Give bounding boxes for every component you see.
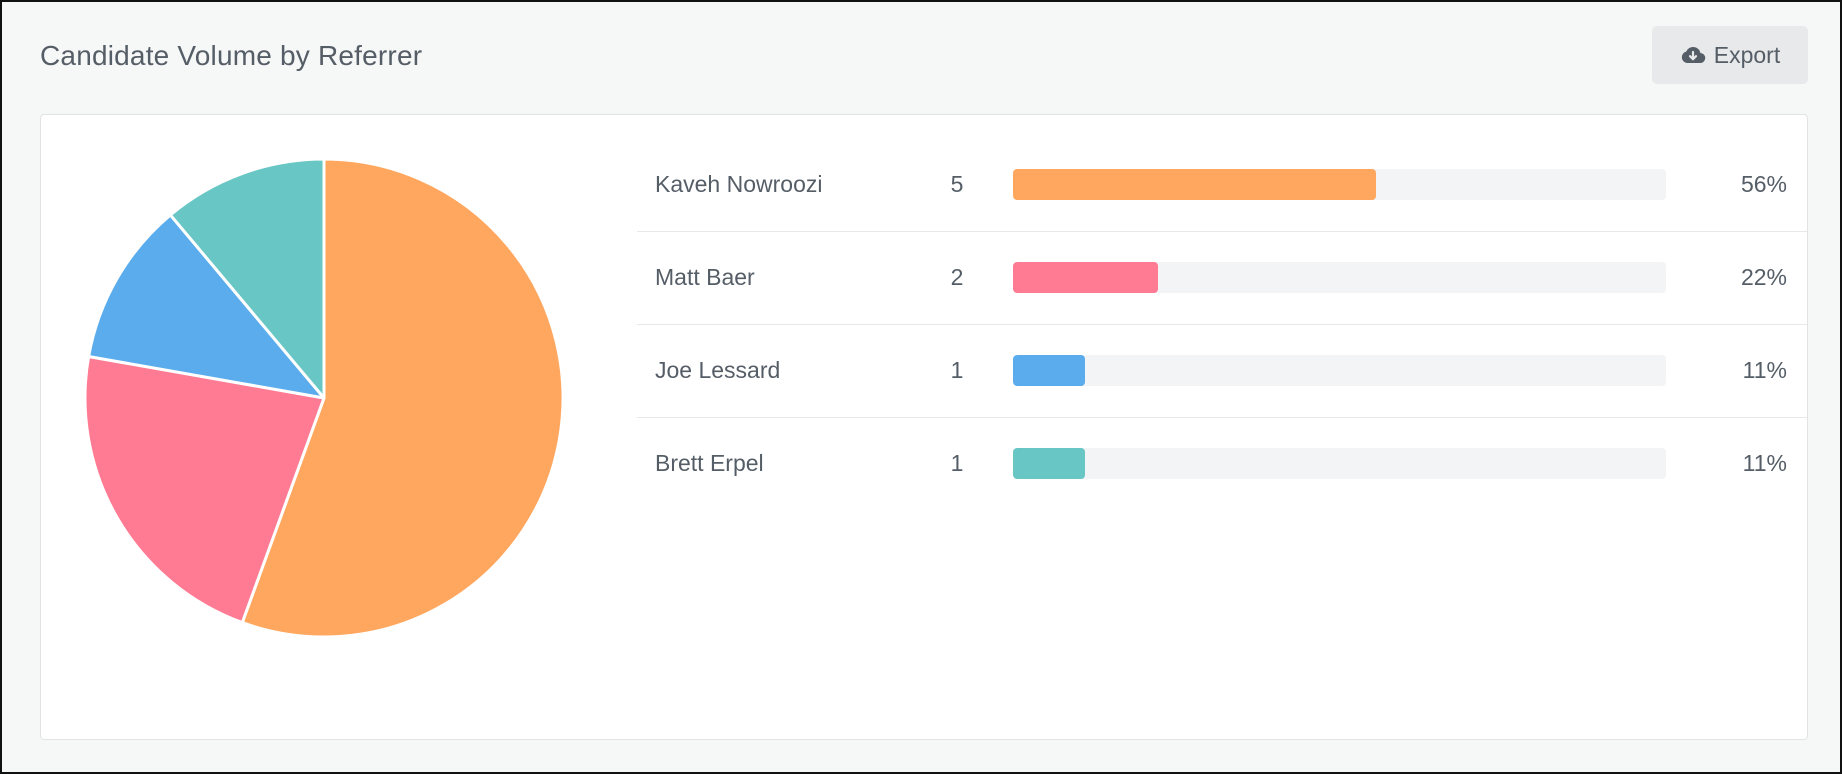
referrer-list: Kaveh Nowroozi 5 56% Matt Baer 2 22% Joe… — [637, 139, 1807, 510]
bar-fill — [1013, 448, 1086, 479]
cloud-download-icon — [1680, 45, 1706, 65]
bar-fill — [1013, 262, 1158, 293]
pie-chart-container — [81, 155, 567, 641]
chart-card: Kaveh Nowroozi 5 56% Matt Baer 2 22% Joe… — [40, 114, 1808, 740]
referrer-name: Kaveh Nowroozi — [655, 171, 823, 197]
referrer-name: Brett Erpel — [655, 450, 764, 476]
bar-track — [1013, 355, 1666, 386]
pie-slice-brett-erpel — [168, 157, 326, 400]
bar-fill — [1013, 355, 1086, 386]
referrer-percent: 56% — [1740, 171, 1787, 197]
pie-slice-joe-lessard — [87, 213, 326, 400]
referrer-row: Kaveh Nowroozi 5 56% — [637, 139, 1807, 232]
bar-track — [1013, 262, 1666, 293]
referrer-name: Joe Lessard — [655, 357, 781, 383]
pie-slice-matt-baer — [83, 354, 326, 625]
widget-title: Candidate Volume by Referrer — [40, 40, 423, 71]
referrer-count: 2 — [950, 264, 964, 290]
referrer-count: 1 — [950, 357, 964, 383]
referrer-count: 5 — [950, 171, 964, 197]
referrer-row: Brett Erpel 1 11% — [637, 418, 1807, 510]
referrer-percent: 11% — [1742, 450, 1787, 476]
pie-slice-kaveh-nowroozi — [240, 157, 565, 639]
referrer-percent: 22% — [1740, 264, 1787, 290]
export-button[interactable]: Export — [1652, 26, 1808, 84]
pie-chart — [83, 157, 565, 639]
referrer-count: 1 — [950, 450, 964, 476]
bar-fill — [1013, 169, 1377, 200]
export-button-label: Export — [1713, 41, 1781, 68]
referrer-percent: 11% — [1742, 357, 1787, 383]
bar-track — [1013, 169, 1666, 200]
referrer-row: Joe Lessard 1 11% — [637, 325, 1807, 418]
bar-track — [1013, 448, 1666, 479]
referrer-name: Matt Baer — [655, 264, 755, 290]
referrer-row: Matt Baer 2 22% — [637, 232, 1807, 325]
